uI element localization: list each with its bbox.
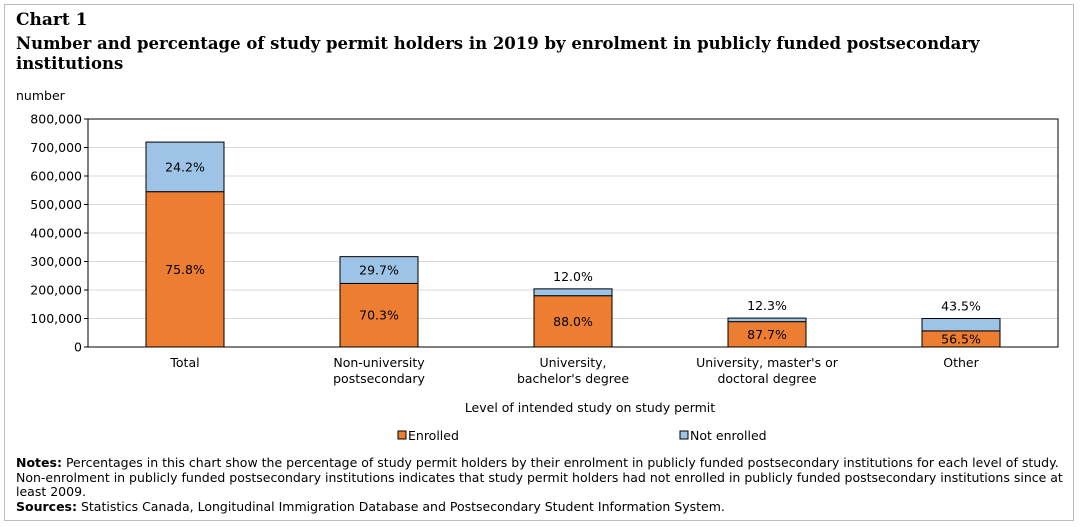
legend-label: Not enrolled bbox=[690, 428, 767, 443]
x-tick-label: doctoral degree bbox=[717, 371, 816, 386]
x-tick-label: Non-university bbox=[333, 355, 425, 370]
x-axis-label: Level of intended study on study permit bbox=[465, 400, 715, 415]
y-tick-label: 700,000 bbox=[30, 140, 82, 155]
bar-enrolled bbox=[727, 321, 807, 348]
data-label: 75.8% bbox=[165, 262, 205, 277]
notes-paragraph: Notes: Percentages in this chart show th… bbox=[16, 455, 1066, 500]
chart-canvas: number 0 100,000 200,000 300,000 400,000 500,0… bbox=[16, 88, 1059, 443]
y-tick-label: 600,000 bbox=[30, 169, 82, 184]
notes-block: Notes: Percentages in this chart show th… bbox=[16, 455, 1066, 515]
bar-not-enrolled bbox=[533, 288, 613, 297]
y-tick-label: 800,000 bbox=[30, 112, 82, 127]
legend-label: Enrolled bbox=[408, 428, 459, 443]
y-tick-label: 400,000 bbox=[30, 226, 82, 241]
bar-not-enrolled bbox=[727, 317, 807, 323]
data-label: 24.2% bbox=[165, 159, 205, 174]
data-label: 12.0% bbox=[553, 269, 593, 284]
data-label: 56.5% bbox=[941, 331, 981, 346]
bar-not-enrolled bbox=[339, 256, 419, 284]
bar-not-enrolled bbox=[921, 318, 1001, 332]
sources-label: Sources: bbox=[16, 498, 77, 514]
x-tick-label: Total bbox=[169, 355, 199, 370]
bar-enrolled bbox=[145, 191, 225, 348]
data-label: 12.3% bbox=[747, 298, 787, 313]
sources-paragraph: Sources: Statistics Canada, Longitudinal… bbox=[16, 498, 1066, 515]
data-label: 88.0% bbox=[553, 314, 593, 329]
y-tick-label: 500,000 bbox=[30, 197, 82, 212]
bar-enrolled bbox=[339, 282, 419, 348]
y-axis-label: number bbox=[16, 88, 66, 103]
chart-label: Chart 1 bbox=[16, 10, 88, 30]
chart-frame bbox=[4, 4, 1074, 521]
x-tick-label: bachelor's degree bbox=[517, 371, 629, 386]
x-tick-label: University, bbox=[539, 355, 606, 370]
data-label: 29.7% bbox=[359, 263, 399, 278]
y-tick-label: 300,000 bbox=[30, 254, 82, 269]
chart-title: Number and percentage of study permit ho… bbox=[16, 34, 980, 73]
data-label: 43.5% bbox=[941, 299, 981, 314]
x-tick-label: Other bbox=[943, 355, 979, 370]
y-tick-label: 200,000 bbox=[30, 283, 82, 298]
notes-label: Notes: bbox=[16, 455, 62, 470]
notes-text: Percentages in this chart show the perce… bbox=[16, 455, 1063, 499]
sources-text: Statistics Canada, Longitudinal Immigrat… bbox=[80, 498, 725, 514]
bar-not-enrolled bbox=[145, 141, 225, 193]
data-label: 87.7% bbox=[747, 327, 787, 342]
y-tick-label: 100,000 bbox=[30, 311, 82, 326]
x-tick-label: University, master's or bbox=[696, 355, 839, 370]
x-tick-label: postsecondary bbox=[333, 371, 425, 386]
data-label: 70.3% bbox=[359, 308, 399, 323]
legend-swatch bbox=[679, 430, 689, 440]
y-tick-label: 0 bbox=[74, 340, 82, 355]
legend-swatch bbox=[397, 430, 407, 440]
